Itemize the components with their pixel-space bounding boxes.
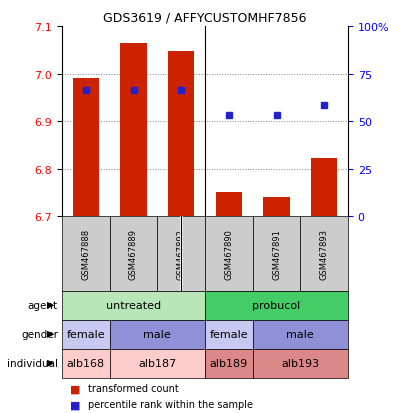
Bar — [110, 217, 157, 291]
Bar — [311, 159, 337, 217]
Bar — [62, 291, 205, 320]
Text: male: male — [286, 330, 314, 339]
Bar — [253, 217, 300, 291]
Text: GSM467892: GSM467892 — [177, 229, 186, 279]
Bar — [263, 197, 290, 217]
Text: untreated: untreated — [106, 301, 161, 311]
Text: gender: gender — [21, 330, 58, 339]
Text: female: female — [66, 330, 105, 339]
Text: transformed count: transformed count — [88, 383, 179, 394]
Text: probucol: probucol — [252, 301, 301, 311]
Bar — [62, 217, 110, 291]
Text: alb189: alb189 — [210, 358, 248, 368]
Text: individual: individual — [7, 358, 58, 368]
Text: GSM467889: GSM467889 — [129, 228, 138, 280]
Text: female: female — [210, 330, 248, 339]
Text: ■: ■ — [70, 383, 80, 394]
Bar — [120, 43, 147, 217]
Text: GSM467891: GSM467891 — [272, 229, 281, 279]
Bar — [253, 349, 348, 378]
Text: GSM467893: GSM467893 — [320, 228, 329, 280]
Bar — [205, 291, 348, 320]
Bar — [205, 320, 253, 349]
Bar — [62, 320, 110, 349]
Text: GSM467888: GSM467888 — [81, 228, 90, 280]
Text: agent: agent — [28, 301, 58, 311]
Bar — [168, 52, 194, 217]
Bar — [216, 192, 242, 217]
Title: GDS3619 / AFFYCUSTOMHF7856: GDS3619 / AFFYCUSTOMHF7856 — [103, 11, 307, 24]
Text: ■: ■ — [70, 399, 80, 409]
Text: GSM467890: GSM467890 — [224, 229, 233, 279]
Bar — [205, 349, 253, 378]
Text: male: male — [144, 330, 171, 339]
Text: alb168: alb168 — [67, 358, 105, 368]
Bar — [157, 217, 205, 291]
Text: alb193: alb193 — [281, 358, 319, 368]
Bar — [73, 79, 99, 217]
Bar — [300, 217, 348, 291]
Text: alb187: alb187 — [138, 358, 176, 368]
Bar — [110, 320, 205, 349]
Bar — [205, 217, 253, 291]
Bar — [253, 320, 348, 349]
Bar — [110, 349, 205, 378]
Text: percentile rank within the sample: percentile rank within the sample — [88, 399, 253, 409]
Bar — [62, 349, 110, 378]
